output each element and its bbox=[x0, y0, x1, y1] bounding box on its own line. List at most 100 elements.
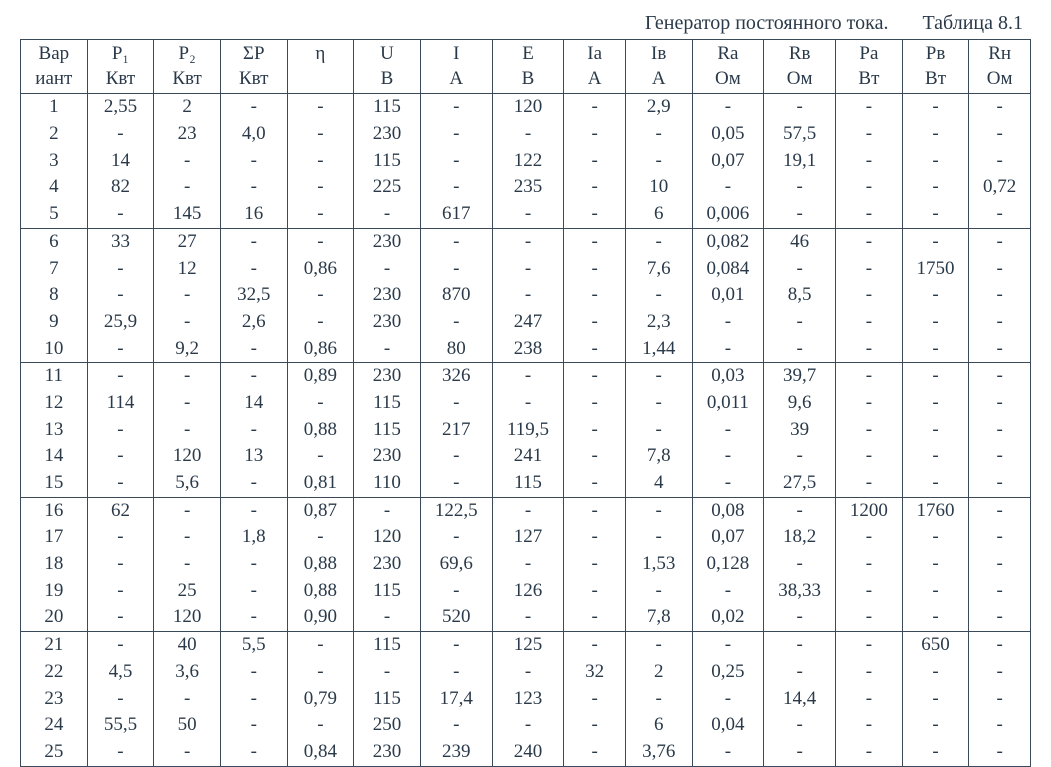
cell: 27,5 bbox=[764, 470, 836, 497]
cell: - bbox=[625, 363, 692, 390]
cell: 0,011 bbox=[692, 390, 764, 417]
cell: 145 bbox=[154, 201, 221, 228]
cell: - bbox=[287, 712, 354, 739]
cell: - bbox=[625, 148, 692, 175]
cell: - bbox=[902, 578, 969, 605]
cell: - bbox=[492, 201, 564, 228]
column-header-line2: Вт bbox=[903, 67, 969, 92]
cell: - bbox=[287, 282, 354, 309]
cell: - bbox=[625, 632, 692, 659]
cell: - bbox=[902, 604, 969, 631]
cell: - bbox=[836, 659, 903, 686]
cell: - bbox=[902, 390, 969, 417]
cell: - bbox=[354, 336, 421, 363]
cell: - bbox=[969, 578, 1031, 605]
cell: 230 bbox=[354, 309, 421, 336]
cell: 18,2 bbox=[764, 524, 836, 551]
cell: - bbox=[154, 551, 221, 578]
cell: - bbox=[969, 604, 1031, 631]
cell: - bbox=[836, 256, 903, 283]
cell: - bbox=[420, 174, 492, 201]
cell: 1,53 bbox=[625, 551, 692, 578]
cell: - bbox=[836, 443, 903, 470]
table-row: 482---225-235-10----0,72 bbox=[21, 174, 1031, 201]
cell: 0,86 bbox=[287, 256, 354, 283]
cell: - bbox=[564, 578, 626, 605]
cell: - bbox=[87, 686, 154, 713]
cell: - bbox=[87, 524, 154, 551]
cell: - bbox=[420, 148, 492, 175]
cell: 7,8 bbox=[625, 604, 692, 631]
cell: - bbox=[220, 712, 287, 739]
cell: 0,01 bbox=[692, 282, 764, 309]
cell: 225 bbox=[354, 174, 421, 201]
cell: - bbox=[625, 417, 692, 444]
cell: 115 bbox=[354, 578, 421, 605]
cell: - bbox=[354, 497, 421, 524]
cell: 14 bbox=[21, 443, 88, 470]
cell: - bbox=[287, 659, 354, 686]
cell: 9,2 bbox=[154, 336, 221, 363]
cell: - bbox=[969, 256, 1031, 283]
column-header-line1: Вар bbox=[21, 42, 87, 67]
cell: - bbox=[287, 443, 354, 470]
cell: - bbox=[764, 497, 836, 524]
cell: - bbox=[420, 578, 492, 605]
cell: 11 bbox=[21, 363, 88, 390]
cell: 123 bbox=[492, 686, 564, 713]
table-row: 19-25-0,88115-126---38,33--- bbox=[21, 578, 1031, 605]
column-header-line2: А bbox=[421, 67, 492, 92]
cell: 0,81 bbox=[287, 470, 354, 497]
cell: 235 bbox=[492, 174, 564, 201]
cell: 10 bbox=[625, 174, 692, 201]
cell: - bbox=[220, 148, 287, 175]
cell: - bbox=[564, 201, 626, 228]
column-header-line2: Ом bbox=[969, 67, 1030, 92]
cell: 14 bbox=[220, 390, 287, 417]
cell: - bbox=[902, 443, 969, 470]
column-header-line2: В bbox=[354, 67, 420, 92]
cell: 16 bbox=[220, 201, 287, 228]
cell: 1,44 bbox=[625, 336, 692, 363]
cell: - bbox=[969, 417, 1031, 444]
column-header-14: RнОм bbox=[969, 40, 1031, 94]
cell: 127 bbox=[492, 524, 564, 551]
column-header-10: RаОм bbox=[692, 40, 764, 94]
cell: - bbox=[287, 121, 354, 148]
cell: - bbox=[154, 524, 221, 551]
cell: 9 bbox=[21, 309, 88, 336]
column-header-13: PвВт bbox=[902, 40, 969, 94]
cell: 115 bbox=[354, 417, 421, 444]
cell: - bbox=[220, 256, 287, 283]
cell: - bbox=[836, 148, 903, 175]
column-header-line2: А bbox=[564, 67, 625, 92]
cell: - bbox=[220, 604, 287, 631]
column-header-line2: А bbox=[626, 67, 692, 92]
column-header-6: IА bbox=[420, 40, 492, 94]
cell: - bbox=[287, 228, 354, 255]
cell: 0,006 bbox=[692, 201, 764, 228]
cell: 1,8 bbox=[220, 524, 287, 551]
cell: - bbox=[354, 659, 421, 686]
cell: 55,5 bbox=[87, 712, 154, 739]
cell: 650 bbox=[902, 632, 969, 659]
cell: 230 bbox=[354, 228, 421, 255]
column-header-line1: I bbox=[421, 42, 492, 67]
cell: - bbox=[836, 686, 903, 713]
cell: - bbox=[836, 174, 903, 201]
cell: 12 bbox=[154, 256, 221, 283]
cell: 0,07 bbox=[692, 524, 764, 551]
cell: - bbox=[354, 201, 421, 228]
cell: 2,3 bbox=[625, 309, 692, 336]
cell: - bbox=[692, 470, 764, 497]
cell: 19,1 bbox=[764, 148, 836, 175]
cell: 0,88 bbox=[287, 578, 354, 605]
cell: - bbox=[836, 363, 903, 390]
cell: - bbox=[287, 632, 354, 659]
cell: - bbox=[692, 443, 764, 470]
cell: - bbox=[87, 417, 154, 444]
cell: 115 bbox=[354, 686, 421, 713]
column-header-line1: Pа bbox=[836, 42, 902, 67]
cell: 115 bbox=[354, 632, 421, 659]
cell: - bbox=[564, 94, 626, 121]
